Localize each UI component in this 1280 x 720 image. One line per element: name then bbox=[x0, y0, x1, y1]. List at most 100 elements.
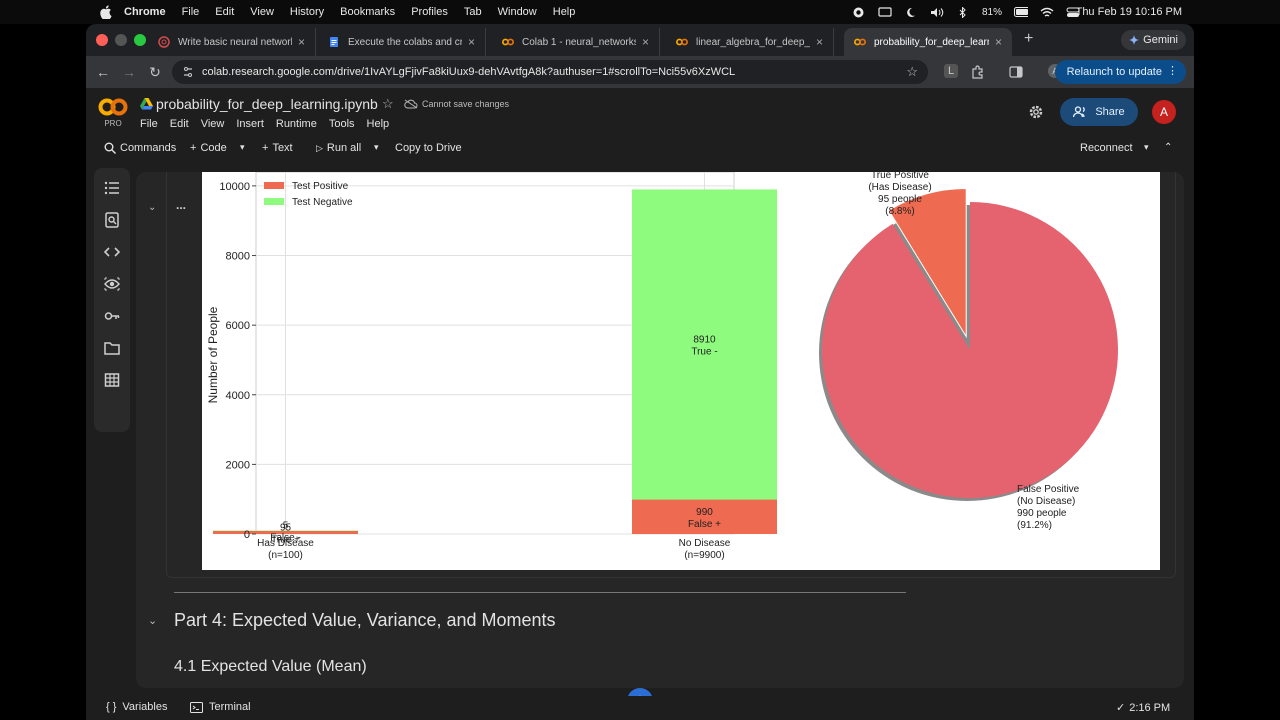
add-code-cell-button[interactable]: + Code bbox=[190, 142, 227, 154]
secrets-key-icon[interactable] bbox=[104, 308, 120, 324]
record-icon[interactable] bbox=[852, 7, 866, 18]
side-panel-icon[interactable] bbox=[1008, 64, 1024, 80]
menubar-item-file[interactable]: File bbox=[181, 6, 200, 18]
account-avatar[interactable]: A bbox=[1152, 100, 1176, 124]
run-all-dropdown-chevron-icon[interactable]: ▾ bbox=[374, 142, 379, 152]
apple-icon[interactable] bbox=[100, 5, 112, 19]
site-settings-icon[interactable] bbox=[182, 66, 194, 78]
tab-close-icon[interactable]: × bbox=[815, 35, 823, 49]
code-label: Code bbox=[200, 142, 227, 154]
ytick-label: 8000 bbox=[226, 251, 250, 263]
colab-menu-runtime[interactable]: Runtime bbox=[275, 118, 317, 130]
cell-collapse-chevron-icon[interactable]: ⌄ bbox=[148, 202, 157, 213]
window-zoom-icon[interactable] bbox=[134, 34, 146, 46]
execution-status[interactable]: ✓ 2:16 PM bbox=[1116, 701, 1170, 715]
tab-title: probability_for_deep_learning bbox=[874, 36, 989, 48]
colab-logo[interactable]: PRO bbox=[98, 96, 128, 128]
colab-menu-edit[interactable]: Edit bbox=[169, 118, 189, 130]
tab-close-icon[interactable]: × bbox=[641, 35, 649, 49]
relaunch-to-update-button[interactable]: Relaunch to update ⋮ bbox=[1054, 60, 1186, 84]
extensions-puzzle-icon[interactable] bbox=[970, 64, 986, 80]
cell-output-menu-icon[interactable]: ... bbox=[176, 198, 187, 212]
tab-strip: Write basic neural network us × Execute … bbox=[86, 24, 1194, 56]
ytick-label: 6000 bbox=[226, 320, 250, 332]
variables-button[interactable]: { } Variables bbox=[106, 701, 167, 713]
tab-close-icon[interactable]: × bbox=[994, 35, 1002, 49]
menubar-app-name[interactable]: Chrome bbox=[124, 6, 166, 18]
commands-label: Commands bbox=[120, 142, 177, 154]
battery-icon[interactable] bbox=[1014, 7, 1028, 18]
tab-title: linear_algebra_for_deep_lea bbox=[696, 36, 810, 48]
address-bar[interactable]: colab.research.google.com/drive/1IvAYLgF… bbox=[172, 60, 928, 84]
commands-button[interactable]: Commands bbox=[104, 142, 176, 154]
find-replace-icon[interactable] bbox=[104, 212, 120, 228]
new-tab-button[interactable]: + bbox=[1024, 30, 1034, 47]
extension-l-icon[interactable]: L bbox=[944, 64, 958, 78]
google-drive-icon[interactable] bbox=[140, 98, 153, 110]
legend-swatch-test-positive bbox=[264, 182, 284, 189]
tab-colab-neural-networks[interactable]: Colab 1 - neural_networks_fr × bbox=[492, 28, 660, 56]
focus-moon-icon[interactable] bbox=[904, 7, 918, 18]
terminal-button[interactable]: Terminal bbox=[190, 701, 251, 713]
volume-icon[interactable] bbox=[930, 7, 944, 18]
gear-icon[interactable] bbox=[1028, 104, 1044, 120]
menubar-item-edit[interactable]: Edit bbox=[215, 6, 235, 18]
colab-menu-help[interactable]: Help bbox=[366, 118, 390, 130]
collapse-header-chevron-icon[interactable]: ⌃ bbox=[1164, 142, 1173, 153]
menubar-item-help[interactable]: Help bbox=[552, 6, 576, 18]
share-button[interactable]: Share bbox=[1060, 98, 1138, 126]
play-icon: ▷ bbox=[316, 142, 323, 153]
tab-probability-for-deep-learning[interactable]: probability_for_deep_learning × bbox=[844, 28, 1012, 56]
tab-close-icon[interactable]: × bbox=[297, 35, 305, 49]
bookmark-star-icon[interactable]: ☆ bbox=[906, 64, 918, 79]
colab-menu-insert[interactable]: Insert bbox=[236, 118, 264, 130]
chrome-menu-icon[interactable]: ⋮ bbox=[1167, 65, 1178, 77]
files-folder-icon[interactable] bbox=[104, 340, 120, 356]
menubar-item-bookmarks[interactable]: Bookmarks bbox=[340, 6, 396, 18]
code-snippets-icon[interactable] bbox=[104, 244, 120, 260]
menubar-item-window[interactable]: Window bbox=[497, 6, 537, 18]
menubar-item-tab[interactable]: Tab bbox=[463, 6, 482, 18]
menubar-item-profiles[interactable]: Profiles bbox=[411, 6, 448, 18]
reconnect-button[interactable]: Reconnect bbox=[1080, 142, 1133, 154]
ytick-label: 4000 bbox=[226, 390, 250, 402]
tab-execute-the-colabs[interactable]: Execute the colabs and creat × bbox=[318, 28, 486, 56]
pie-label-true-positive: True Positive (Has Disease) 95 people (8.8%… bbox=[868, 172, 931, 217]
tab-close-icon[interactable]: × bbox=[467, 35, 475, 49]
menubar-item-view[interactable]: View bbox=[250, 6, 274, 18]
colab-menu-tools[interactable]: Tools bbox=[328, 118, 355, 130]
back-arrow-icon[interactable]: ← bbox=[96, 64, 110, 80]
menubar-item-history[interactable]: History bbox=[289, 6, 325, 18]
window-close-icon[interactable] bbox=[96, 34, 108, 46]
tab-write-basic-neural-network[interactable]: Write basic neural network us × bbox=[148, 28, 316, 56]
relaunch-label: Relaunch to update bbox=[1066, 66, 1162, 78]
copy-to-drive-button[interactable]: Copy to Drive bbox=[395, 142, 462, 154]
menubar-clock[interactable]: Thu Feb 19 10:16 PM bbox=[1075, 6, 1182, 18]
control-center-icon[interactable] bbox=[1066, 7, 1080, 18]
table-of-contents-icon[interactable] bbox=[104, 180, 120, 196]
window-minimize-icon[interactable] bbox=[115, 34, 127, 46]
add-text-cell-button[interactable]: + Text bbox=[262, 142, 293, 154]
section-collapse-chevron-icon[interactable]: ⌄ bbox=[148, 615, 158, 627]
checkmark-icon: ✓ bbox=[1116, 702, 1126, 714]
gemini-label: Gemini bbox=[1143, 34, 1178, 46]
reload-icon[interactable]: ↻ bbox=[149, 63, 161, 80]
colab-pro-badge: PRO bbox=[104, 119, 121, 128]
tab-linear-algebra[interactable]: linear_algebra_for_deep_lea × bbox=[666, 28, 834, 56]
display-icon[interactable] bbox=[878, 6, 892, 18]
notebook-title[interactable]: probability_for_deep_learning.ipynb bbox=[156, 96, 378, 112]
gemini-button[interactable]: Gemini bbox=[1121, 30, 1186, 50]
bluetooth-icon[interactable] bbox=[956, 6, 970, 18]
colab-menu-file[interactable]: File bbox=[140, 118, 158, 130]
code-dropdown-chevron-icon[interactable]: ▾ bbox=[240, 142, 245, 152]
run-all-button[interactable]: ▷ Run all bbox=[316, 142, 361, 154]
gemini-sparkle-icon bbox=[1129, 35, 1140, 45]
colab-menu-view[interactable]: View bbox=[200, 118, 225, 130]
forward-arrow-icon[interactable]: → bbox=[122, 64, 136, 80]
wifi-icon[interactable] bbox=[1040, 7, 1054, 18]
star-notebook-icon[interactable]: ☆ bbox=[382, 96, 394, 111]
reconnect-dropdown-chevron-icon[interactable]: ▾ bbox=[1144, 142, 1149, 152]
variable-inspector-eye-icon[interactable] bbox=[104, 276, 120, 292]
xtick-label: No Disease (n=9900) bbox=[679, 538, 731, 561]
data-table-icon[interactable] bbox=[104, 372, 120, 388]
